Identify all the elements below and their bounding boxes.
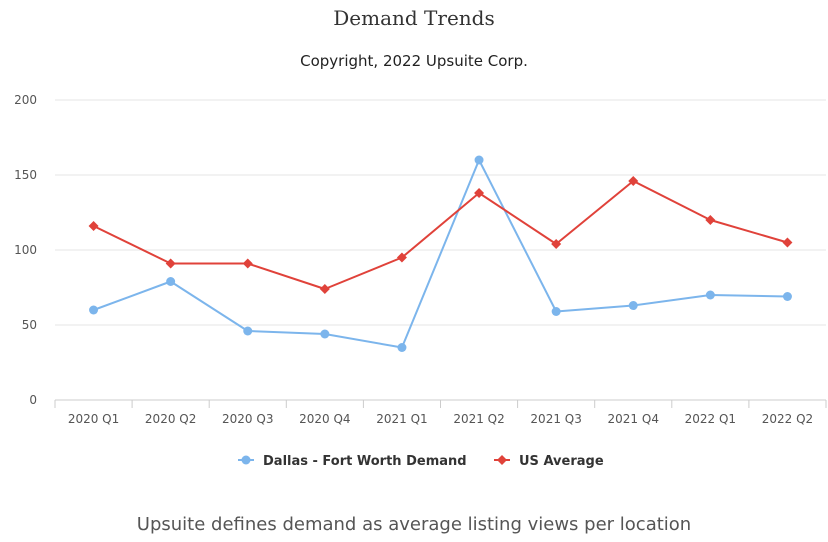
- series-line: [93, 180, 788, 290]
- x-tick-label: 2020 Q4: [299, 412, 350, 426]
- series-line: [93, 159, 788, 349]
- legend[interactable]: Dallas - Fort Worth Demand US Average: [238, 454, 604, 469]
- series-us-average: [88, 176, 793, 294]
- x-tick-label: 2021 Q4: [608, 412, 659, 426]
- legend-item-us-average[interactable]: US Average: [494, 454, 604, 469]
- y-tick-label: 100: [14, 243, 37, 257]
- data-point[interactable]: [89, 305, 99, 315]
- data-point[interactable]: [474, 155, 484, 165]
- data-point[interactable]: [242, 258, 253, 269]
- data-point[interactable]: [88, 221, 99, 231]
- data-point[interactable]: [705, 215, 716, 225]
- x-tick-label: 2022 Q2: [762, 412, 813, 426]
- data-point[interactable]: [474, 188, 485, 198]
- legend-diamond-icon: [497, 455, 507, 465]
- x-tick-label: 2022 Q1: [685, 412, 736, 426]
- series-layer: [88, 155, 793, 352]
- x-tick-label: 2020 Q2: [145, 412, 196, 426]
- x-tick-label: 2021 Q1: [376, 412, 427, 426]
- chart-subtitle: Copyright, 2022 Upsuite Corp.: [300, 52, 528, 70]
- data-point[interactable]: [166, 277, 176, 286]
- legend-label: US Average: [519, 454, 604, 469]
- data-point[interactable]: [628, 301, 638, 310]
- gridlines: [55, 99, 826, 401]
- data-point[interactable]: [396, 252, 407, 263]
- x-tick-label: 2021 Q2: [453, 412, 504, 426]
- data-point[interactable]: [243, 326, 253, 336]
- data-point[interactable]: [320, 329, 330, 339]
- data-point[interactable]: [397, 343, 407, 352]
- data-point[interactable]: [551, 239, 562, 249]
- series-dallas-fort-worth: [89, 155, 792, 352]
- legend-circle-icon: [241, 455, 251, 465]
- data-point[interactable]: [551, 307, 561, 316]
- data-point[interactable]: [705, 290, 715, 300]
- data-point[interactable]: [628, 176, 639, 186]
- legend-item-dallas-fort-worth[interactable]: Dallas - Fort Worth Demand: [238, 454, 467, 469]
- y-tick-label: 0: [29, 393, 37, 407]
- y-tick-label: 50: [22, 318, 37, 332]
- data-point[interactable]: [782, 237, 793, 248]
- data-point[interactable]: [165, 258, 176, 269]
- chart-footnote: Upsuite defines demand as average listin…: [136, 514, 692, 535]
- x-tick-label: 2020 Q3: [222, 412, 273, 426]
- data-point[interactable]: [319, 284, 330, 294]
- y-axis-labels: 0 50 100 150 200: [14, 93, 37, 407]
- x-tick-label: 2020 Q1: [68, 412, 119, 426]
- y-tick-label: 150: [14, 168, 37, 182]
- legend-label: Dallas - Fort Worth Demand: [263, 454, 467, 469]
- y-tick-label: 200: [14, 93, 37, 107]
- chart-title: Demand Trends: [333, 6, 495, 30]
- x-axis: 2020 Q1 2020 Q2 2020 Q3 2020 Q4 2021 Q1 2021 …: [54, 400, 827, 426]
- data-point[interactable]: [782, 292, 792, 301]
- x-tick-label: 2021 Q3: [530, 412, 581, 426]
